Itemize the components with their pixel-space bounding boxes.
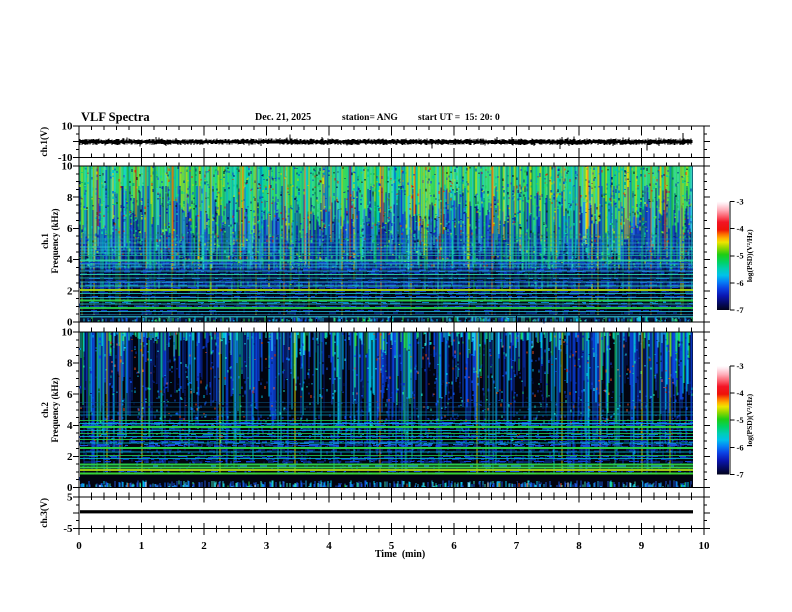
svg-text:-4: -4 [737,388,745,398]
svg-text:-5: -5 [63,523,73,535]
svg-text:-5: -5 [737,415,744,425]
svg-text:ch.2: ch.2 [40,402,50,418]
svg-text:-10: -10 [58,152,73,164]
svg-text:7: 7 [514,540,520,552]
svg-text:-6: -6 [737,442,744,452]
svg-text:Frequency (kHz): Frequency (kHz) [50,208,60,273]
svg-text:5: 5 [389,540,395,552]
svg-text:4: 4 [67,420,73,432]
svg-text:-3: -3 [737,361,744,371]
svg-text:10: 10 [62,121,74,133]
svg-text:6: 6 [451,540,457,552]
svg-text:6: 6 [67,223,73,235]
svg-text:-4: -4 [737,224,745,234]
svg-text:-3: -3 [737,196,744,206]
svg-text:10: 10 [62,161,74,173]
svg-text:6: 6 [67,389,73,401]
svg-text:5: 5 [67,492,73,504]
svg-text:1: 1 [139,540,145,552]
svg-text:4: 4 [326,540,332,552]
svg-text:-5: -5 [737,251,744,261]
svg-text:2: 2 [201,540,207,552]
svg-text:8: 8 [576,540,582,552]
svg-text:VLF Spectra: VLF Spectra [81,110,150,124]
svg-text:10: 10 [62,327,74,339]
svg-text:4: 4 [67,254,73,266]
svg-text:2: 2 [67,451,73,463]
svg-text:-7: -7 [737,469,745,479]
svg-text:2: 2 [67,285,73,297]
svg-text:ch.1(V): ch.1(V) [39,127,50,157]
svg-text:Time (min): Time (min) [375,549,425,560]
svg-text:8: 8 [67,192,73,204]
svg-text:0: 0 [67,482,73,494]
svg-text:10: 10 [699,540,711,552]
svg-text:Frequency (kHz): Frequency (kHz) [50,377,60,442]
svg-text:Dec. 21, 2025: Dec. 21, 2025 [255,112,311,123]
svg-text:-7: -7 [737,305,745,315]
svg-text:station= ANG: station= ANG [342,113,398,123]
svg-text:start UT = 15: 20: 0: start UT = 15: 20: 0 [418,113,500,123]
svg-text:9: 9 [639,540,645,552]
svg-text:log(PSD)(V²/Hz): log(PSD)(V²/Hz) [745,229,754,282]
svg-text:8: 8 [67,358,73,370]
svg-text:3: 3 [264,540,270,552]
svg-text:0: 0 [67,317,73,329]
svg-text:log(PSD)(V²/Hz): log(PSD)(V²/Hz) [745,393,754,446]
svg-text:0: 0 [76,540,82,552]
svg-text:-6: -6 [737,278,744,288]
svg-text:ch.3(V): ch.3(V) [39,498,50,528]
svg-text:ch.1: ch.1 [40,233,50,249]
